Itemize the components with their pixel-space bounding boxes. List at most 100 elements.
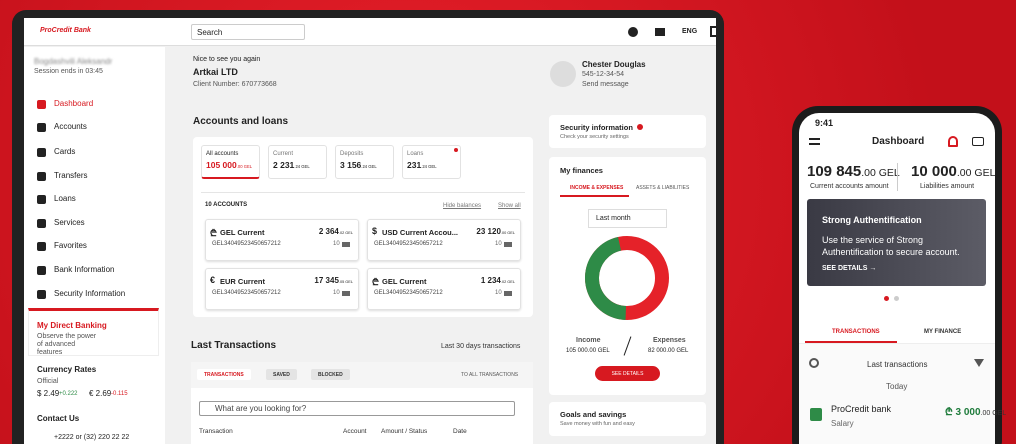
exit-icon[interactable] — [710, 26, 719, 37]
menu-item[interactable]: Security Information — [54, 289, 126, 298]
phone-tab[interactable]: MY FINANCE — [924, 329, 962, 335]
alert-dot — [637, 124, 643, 130]
account-tab[interactable] — [402, 145, 461, 179]
total-main: 10 000 — [911, 163, 957, 180]
menu-icon — [37, 219, 46, 228]
menu-item[interactable]: Services — [54, 218, 85, 227]
contact-phone: +2222 or (32) 220 22 22 — [54, 434, 130, 441]
banner-link[interactable]: SEE DETAILS → — [822, 265, 877, 272]
finances-title: My finances — [560, 166, 603, 175]
finance-tab[interactable]: ASSETS & LIABILITIES — [636, 185, 690, 191]
chat-icon[interactable] — [972, 137, 984, 146]
currency-symbol: $ — [372, 226, 378, 236]
accounts-count: 10 ACCOUNTS — [205, 202, 248, 208]
day: Today — [886, 382, 908, 391]
phone-title: Dashboard — [872, 136, 925, 147]
menu-item[interactable]: Bank Information — [54, 265, 115, 274]
contact-title: Contact Us — [37, 414, 80, 423]
menu-icon — [37, 123, 46, 132]
tab-label: Loans — [407, 151, 424, 157]
banner[interactable] — [807, 199, 986, 286]
phone-search[interactable]: Last transactions — [867, 360, 928, 369]
column-header[interactable]: Account — [343, 428, 367, 435]
dot — [894, 296, 899, 301]
search-transactions[interactable]: What are you looking for? — [199, 401, 515, 416]
column-header: Transaction — [199, 428, 233, 435]
currency-title: Currency Rates — [37, 365, 97, 374]
help-icon[interactable] — [628, 27, 638, 37]
promo[interactable] — [28, 308, 159, 356]
transaction-tab[interactable]: SAVED — [266, 369, 297, 380]
account-card[interactable] — [367, 268, 521, 310]
menu-item[interactable]: Accounts — [54, 122, 87, 131]
amount-dec: .05 GEL — [338, 280, 353, 284]
total-dec: .00 GEL — [956, 167, 996, 179]
tab-amount: 231.24 GEL — [407, 160, 437, 170]
amount-dec: .24 GEL — [294, 164, 310, 169]
income-label: Income — [576, 337, 601, 344]
expenses-label: Expenses — [653, 337, 686, 344]
menu-icon[interactable] — [809, 138, 820, 145]
menu-item[interactable]: Favorites — [54, 241, 87, 250]
account-card[interactable] — [205, 268, 359, 310]
bell-icon[interactable] — [948, 136, 958, 147]
banner-text: Use the service of Strong Authentificati… — [822, 235, 960, 257]
user-name[interactable]: Bogdashvili Aleksandr — [34, 57, 113, 66]
amount-main: 2 364 — [318, 227, 339, 236]
filter-icon[interactable] — [974, 359, 984, 367]
column-header[interactable]: Date — [453, 428, 467, 435]
total-label: Liabilities amount — [920, 183, 975, 190]
period-select[interactable]: Last month — [588, 209, 667, 228]
hide-balances[interactable]: Hide balances — [443, 203, 482, 209]
amount-main: 231 — [407, 160, 422, 170]
show-all[interactable]: Show all — [498, 203, 521, 209]
cards-count: 10 — [333, 290, 340, 296]
phone-tab[interactable]: TRANSACTIONS — [832, 329, 880, 335]
transaction-tab[interactable]: BLOCKED — [311, 369, 350, 380]
search-icon[interactable] — [809, 358, 819, 368]
column-header[interactable]: Amount / Status — [381, 428, 428, 435]
menu-icon — [37, 100, 46, 109]
amount-main: 105 000 — [206, 160, 237, 170]
currency-symbol: € — [210, 275, 216, 285]
menu-item[interactable]: Transfers — [54, 171, 88, 180]
divider — [201, 192, 525, 193]
amount-dec: .02 GEL — [338, 231, 353, 235]
amount-main: 1 234 — [480, 276, 501, 285]
session: Session ends in 03:45 — [34, 68, 103, 75]
menu-icon — [37, 290, 46, 299]
security-panel[interactable] — [549, 115, 706, 148]
alert-dot — [454, 148, 458, 152]
amount-main: ₾ 3 000 — [945, 407, 981, 418]
account-name: GEL Current — [382, 277, 427, 286]
tab-amount: 3 156.24 GEL — [340, 160, 377, 170]
finance-tab[interactable]: INCOME & EXPENSES — [570, 185, 624, 191]
menu-item[interactable]: Dashboard — [54, 99, 94, 108]
search-input[interactable]: Search — [191, 24, 305, 40]
account-name: GEL Current — [220, 228, 265, 237]
send-message[interactable]: Send message — [582, 81, 629, 88]
mail-icon[interactable] — [655, 28, 665, 36]
account-card[interactable] — [367, 219, 521, 261]
menu-icon — [37, 195, 46, 204]
transaction-tab[interactable]: TRANSACTIONS — [197, 369, 251, 380]
all-transactions[interactable]: TO ALL TRANSACTIONS — [461, 372, 519, 378]
promo-title: My Direct Banking — [37, 321, 107, 330]
menu-item[interactable]: Loans — [54, 194, 76, 203]
period: Last 30 days transactions — [441, 343, 521, 350]
language[interactable]: ENG — [682, 28, 698, 35]
account-amount: 2 364.02 GEL — [319, 227, 353, 236]
banner-title: Strong Authentification — [822, 215, 922, 225]
total-main: 109 845 — [807, 163, 862, 180]
goals-panel[interactable] — [549, 402, 706, 436]
account-tab[interactable] — [335, 145, 394, 179]
account-tab[interactable] — [268, 145, 327, 179]
see-details[interactable]: SEE DETAILS — [595, 366, 660, 381]
account-card[interactable] — [205, 219, 359, 261]
security-text: Check your security settings — [560, 134, 629, 140]
expenses-amount: 82 000.00 GEL — [648, 348, 689, 354]
topbar — [24, 18, 716, 46]
menu-item[interactable]: Cards — [54, 147, 76, 156]
account-tab[interactable] — [201, 145, 260, 179]
sidebar — [24, 47, 165, 444]
